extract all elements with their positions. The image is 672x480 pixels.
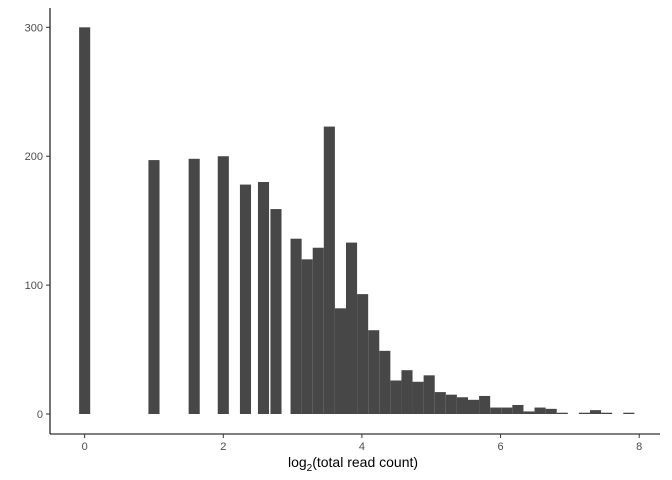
histogram-bar	[79, 27, 91, 414]
histogram-bar	[334, 308, 346, 414]
histogram-bar	[445, 394, 457, 414]
histogram-bar	[501, 407, 513, 414]
histogram-bar	[434, 392, 446, 414]
histogram-bar	[456, 397, 468, 414]
histogram-bar	[270, 209, 282, 414]
x-tick-label: 2	[220, 441, 226, 453]
histogram-bar	[239, 184, 252, 414]
histogram-bar	[556, 412, 568, 414]
x-axis-title-subscript: 2	[307, 463, 313, 474]
histogram-bar	[412, 381, 424, 414]
histogram-bar	[423, 375, 435, 414]
histogram-bar	[312, 247, 324, 414]
histogram-bar	[623, 412, 635, 414]
x-tick-label: 8	[636, 441, 642, 453]
histogram-bar	[188, 158, 200, 414]
histogram-bar	[512, 404, 524, 414]
x-tick-label: 6	[498, 441, 504, 453]
histogram-bar	[148, 160, 160, 414]
histogram-bar	[357, 294, 369, 414]
x-axis-ticks: 0 2 4 6 8	[82, 434, 642, 453]
histogram-bar	[368, 330, 380, 414]
histogram-bar	[601, 412, 613, 414]
x-axis-title-main: log	[288, 454, 307, 470]
histogram-bar	[490, 407, 502, 414]
y-axis-ticks: 0 100 200 300	[25, 22, 50, 421]
histogram-bar	[467, 399, 480, 414]
histogram-bar	[545, 408, 557, 414]
y-tick-label: 200	[25, 151, 43, 163]
histogram-bar	[589, 410, 602, 414]
x-axis-title: log2(total read count)	[288, 454, 418, 474]
y-tick-label: 0	[37, 409, 43, 421]
histogram-bar	[301, 259, 313, 414]
histogram-bar	[257, 182, 270, 414]
histogram-bar	[523, 411, 535, 414]
y-tick-label: 300	[25, 22, 43, 34]
histogram-bar	[323, 126, 335, 415]
x-tick-label: 4	[359, 441, 365, 453]
x-tick-label: 0	[82, 441, 88, 453]
x-axis-title-rest: (total read count)	[312, 454, 418, 470]
histogram-bar	[578, 412, 590, 414]
histogram-bar	[479, 395, 491, 414]
y-tick-label: 100	[25, 280, 43, 292]
histogram-bar	[534, 407, 546, 414]
histogram-bar	[345, 242, 358, 414]
histogram-bar	[379, 350, 391, 414]
histogram-bar	[290, 238, 302, 414]
histogram-bars	[79, 27, 635, 415]
histogram-bar	[217, 156, 229, 414]
histogram-bar	[401, 370, 413, 414]
histogram-bar	[390, 380, 402, 414]
